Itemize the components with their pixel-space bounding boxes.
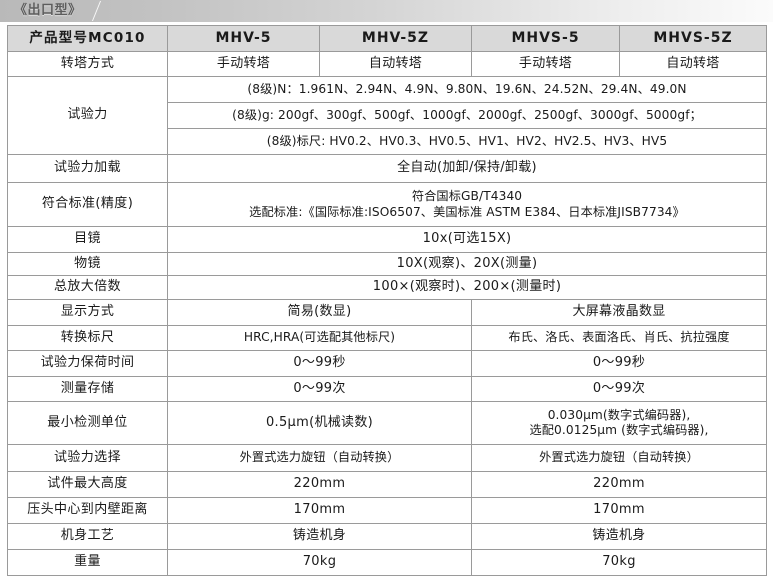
row-label-test-force: 试验力 — [7, 76, 168, 155]
cell-display-mode-right: 大屏幕液晶数显 — [471, 299, 767, 326]
table-row: 显示方式 简易(数显) 大屏幕液晶数显 — [7, 299, 767, 326]
cell-weight-left: 70kg — [167, 549, 472, 576]
cell-display-mode-left: 简易(数显) — [167, 299, 472, 326]
table-row: (8级)标尺: HV0.2、HV0.3、HV0.5、HV1、HV2、HV2.5、… — [8, 128, 767, 155]
cell-standards-line2: 选配标准:《国际标准:ISO6507、美国标准 ASTM E384、日本标准JI… — [249, 204, 685, 219]
cell-weight-right: 70kg — [471, 549, 767, 576]
table-row: 转塔方式 手动转塔 自动转塔 手动转塔 自动转塔 — [7, 51, 767, 77]
table-row: 总放大倍数 100×(观察时)、200×(测量时) — [7, 275, 767, 300]
cell-turret-mhv5z: 自动转塔 — [319, 51, 472, 77]
spec-table-wrapper: 产品型号MC010 MHV-5 MHV-5Z MHVS-5 MHVS-5Z 转塔… — [7, 25, 767, 576]
cell-turret-mhvs5z: 自动转塔 — [619, 51, 767, 77]
table-row: 试验力加载 全自动(加卸/保持/卸载) — [7, 154, 767, 183]
row-label-indenter-wall-distance: 压头中心到内壁距离 — [7, 497, 168, 524]
tab-bar: 《出口型》 — [0, 0, 773, 22]
cell-force-loading: 全自动(加卸/保持/卸载) — [167, 154, 767, 183]
header-model-mhv5z: MHV-5Z — [319, 25, 472, 52]
cell-indenter-wall-distance-left: 170mm — [167, 497, 472, 524]
table-row: 最小检测单位 0.5μm(机械读数) 0.030μm(数字式编码器), 选配0.… — [7, 401, 767, 445]
tabbar-spacer — [0, 22, 773, 25]
row-label-force-selection: 试验力选择 — [7, 444, 168, 472]
table-row: 试验力选择 外置式选力旋钮（自动转换） 外置式选力旋钮（自动转换） — [7, 444, 767, 472]
table-row: 目镜 10x(可选15X) — [7, 226, 767, 253]
cell-conversion-scale-right: 布氏、洛氏、表面洛氏、肖氏、抗拉强度 — [471, 325, 767, 351]
cell-test-force-newton: (8级)N：1.961N、2.94N、4.9N、9.80N、19.6N、24.5… — [167, 76, 767, 103]
cell-measurement-storage-right: 0～99次 — [471, 376, 767, 402]
table-row: 重量 70kg 70kg — [7, 549, 767, 576]
table-row: 转换标尺 HRC,HRA(可选配其他标尺) 布氏、洛氏、表面洛氏、肖氏、抗拉强度 — [7, 325, 767, 351]
cell-max-specimen-height-left: 220mm — [167, 471, 472, 498]
header-model-mhv5: MHV-5 — [167, 25, 320, 52]
cell-test-force-gram: (8级)g: 200gf、300gf、500gf、1000gf、2000gf、2… — [167, 102, 767, 129]
cell-turret-mhvs5: 手动转塔 — [471, 51, 620, 77]
row-label-weight: 重量 — [7, 549, 168, 576]
row-label-total-magnification: 总放大倍数 — [7, 275, 168, 300]
header-product-model: 产品型号MC010 — [7, 25, 168, 52]
cell-measurement-storage-left: 0～99次 — [167, 376, 472, 402]
cell-min-detection-unit-right-line1: 0.030μm(数字式编码器), — [547, 407, 691, 422]
table-row: 压头中心到内壁距离 170mm 170mm — [7, 497, 767, 524]
cell-force-hold-time-left: 0～99秒 — [167, 350, 472, 377]
cell-min-detection-unit-left: 0.5μm(机械读数) — [167, 401, 472, 445]
row-label-turret-type: 转塔方式 — [7, 51, 168, 77]
cell-eyepiece: 10x(可选15X) — [167, 226, 767, 253]
cell-standards: 符合国标GB/T4340 选配标准:《国际标准:ISO6507、美国标准 AST… — [167, 182, 767, 227]
specification-table: 产品型号MC010 MHV-5 MHV-5Z MHVS-5 MHVS-5Z 转塔… — [7, 25, 767, 576]
cell-conversion-scale-left: HRC,HRA(可选配其他标尺) — [167, 325, 472, 351]
row-label-measurement-storage: 测量存储 — [7, 376, 168, 402]
cell-min-detection-unit-right-line2: 选配0.0125μm (数字式编码器), — [529, 423, 709, 437]
row-label-standards: 符合标准(精度) — [7, 182, 168, 227]
row-label-conversion-scale: 转换标尺 — [7, 325, 168, 351]
cell-turret-mhv5: 手动转塔 — [167, 51, 320, 77]
cell-indenter-wall-distance-right: 170mm — [471, 497, 767, 524]
table-row: 物镜 10X(观察)、20X(测量) — [7, 252, 767, 276]
table-row: 试验力 (8级)N：1.961N、2.94N、4.9N、9.80N、19.6N、… — [7, 76, 767, 155]
cell-standards-line1: 符合国标GB/T4340 — [411, 189, 523, 204]
table-header-row: 产品型号MC010 MHV-5 MHV-5Z MHVS-5 MHVS-5Z — [7, 25, 767, 52]
tab-divider-slash — [91, 1, 102, 21]
cell-body-craft-left: 铸造机身 — [167, 523, 472, 550]
header-model-mhvs5z: MHVS-5Z — [619, 25, 767, 52]
table-row: 测量存储 0～99次 0～99次 — [7, 376, 767, 402]
table-row: (8级)g: 200gf、300gf、500gf、1000gf、2000gf、2… — [8, 102, 767, 129]
cell-force-selection-right: 外置式选力旋钮（自动转换） — [471, 444, 767, 472]
row-label-eyepiece: 目镜 — [7, 226, 168, 253]
cell-min-detection-unit-right: 0.030μm(数字式编码器), 选配0.0125μm (数字式编码器), — [471, 401, 767, 445]
cell-force-selection-left: 外置式选力旋钮（自动转换） — [167, 444, 472, 472]
cell-objective: 10X(观察)、20X(测量) — [167, 252, 767, 276]
table-row: 机身工艺 铸造机身 铸造机身 — [7, 523, 767, 550]
row-label-min-detection-unit: 最小检测单位 — [7, 401, 168, 445]
cell-body-craft-right: 铸造机身 — [471, 523, 767, 550]
row-label-display-mode: 显示方式 — [7, 299, 168, 326]
cell-total-magnification: 100×(观察时)、200×(测量时) — [167, 275, 767, 300]
tab-title: 《出口型》 — [14, 3, 82, 18]
row-label-max-specimen-height: 试件最大高度 — [7, 471, 168, 498]
row-label-force-loading: 试验力加载 — [7, 154, 168, 183]
cell-force-hold-time-right: 0～99秒 — [471, 350, 767, 377]
table-row: 试件最大高度 220mm 220mm — [7, 471, 767, 498]
cell-test-force-scale: (8级)标尺: HV0.2、HV0.3、HV0.5、HV1、HV2、HV2.5、… — [167, 128, 767, 155]
row-label-body-craft: 机身工艺 — [7, 523, 168, 550]
cell-max-specimen-height-right: 220mm — [471, 471, 767, 498]
table-row: 试验力保荷时间 0～99秒 0～99秒 — [7, 350, 767, 377]
row-label-force-hold-time: 试验力保荷时间 — [7, 350, 168, 377]
table-row: 符合标准(精度) 符合国标GB/T4340 选配标准:《国际标准:ISO6507… — [7, 182, 767, 227]
header-model-mhvs5: MHVS-5 — [471, 25, 620, 52]
row-label-objective: 物镜 — [7, 252, 168, 276]
